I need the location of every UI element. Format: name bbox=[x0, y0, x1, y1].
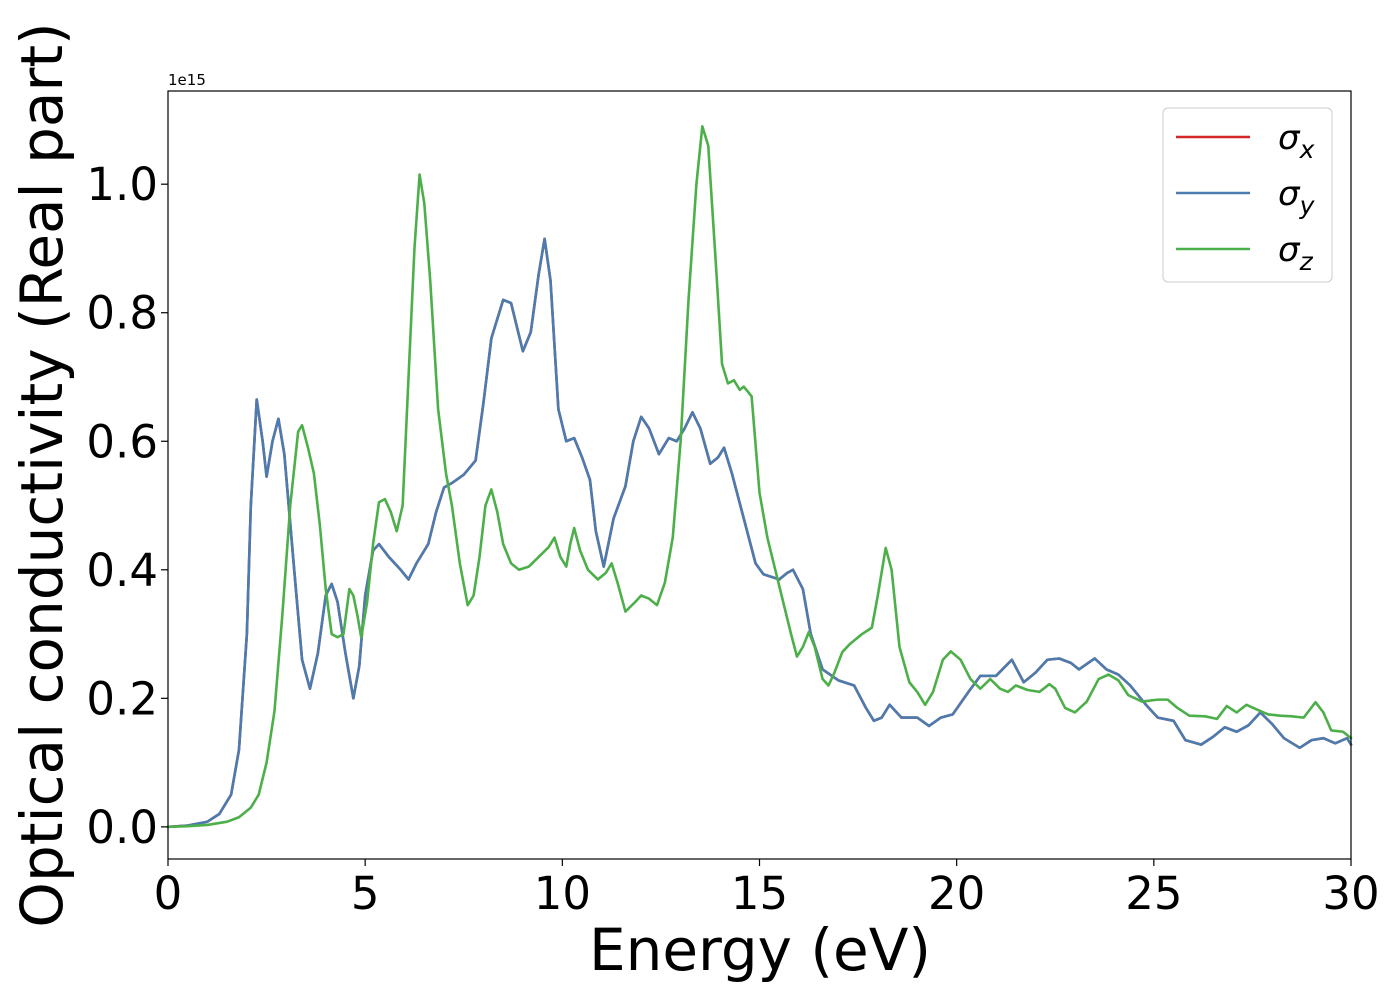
legend-label-x: σx bbox=[1278, 118, 1315, 164]
legend-frame bbox=[1162, 107, 1333, 283]
series-lines bbox=[166, 125, 1353, 829]
x-tick-label: 25 bbox=[1125, 867, 1182, 920]
y-tick-label: 1.0 bbox=[86, 158, 158, 211]
legend-label-z: σz bbox=[1278, 230, 1314, 276]
y-axis-title: Optical conductivity (Real part) bbox=[8, 22, 76, 927]
y-offset-label: 1e15 bbox=[168, 71, 206, 89]
y-tick-label: 0.4 bbox=[86, 544, 158, 597]
x-tick-label: 10 bbox=[534, 867, 591, 920]
y-tick-label: 0.0 bbox=[86, 801, 158, 854]
legend-label-y: σy bbox=[1278, 174, 1316, 220]
y-tick-label: 0.8 bbox=[86, 287, 158, 340]
legend: σx σy σz bbox=[1162, 107, 1333, 283]
y-axis: 0.0 0.2 0.4 0.6 0.8 1.0 bbox=[86, 158, 168, 854]
x-tick-label: 5 bbox=[351, 867, 380, 920]
series-line-z bbox=[166, 125, 1353, 829]
x-tick-label: 30 bbox=[1322, 867, 1379, 920]
y-tick-label: 0.6 bbox=[86, 415, 158, 468]
x-axis-title: Energy (eV) bbox=[589, 916, 931, 984]
x-tick-label: 20 bbox=[928, 867, 985, 920]
x-axis: 0 5 10 15 20 25 30 bbox=[154, 859, 1380, 920]
y-tick-label: 0.2 bbox=[86, 672, 158, 725]
series-line-y bbox=[166, 237, 1353, 829]
x-tick-label: 15 bbox=[731, 867, 788, 920]
x-tick-label: 0 bbox=[154, 867, 183, 920]
